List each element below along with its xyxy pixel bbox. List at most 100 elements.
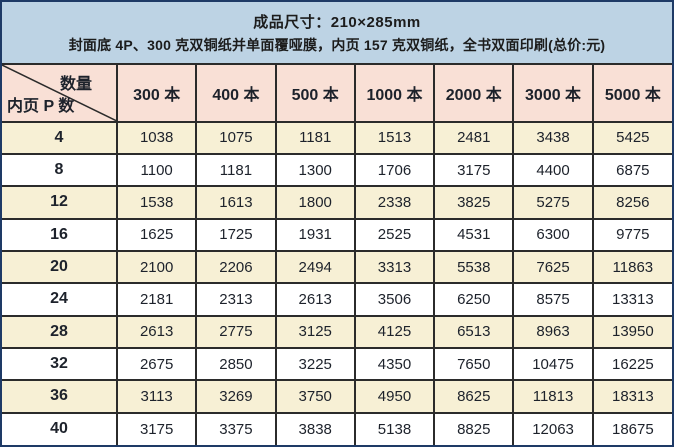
price-cell: 7650	[433, 346, 515, 382]
row-header-pages: 32	[2, 346, 118, 382]
price-table: 数量 内页 P 数 300 本 400 本 500 本 1000 本 2000 …	[2, 65, 672, 445]
price-cell: 6875	[591, 152, 672, 188]
column-header-400: 400 本	[195, 65, 277, 123]
price-cell: 1613	[195, 185, 277, 220]
price-cell: 7625	[512, 249, 594, 285]
price-cell: 2481	[433, 120, 515, 155]
price-cell: 5275	[512, 185, 594, 220]
column-header-2000: 2000 本	[433, 65, 515, 123]
price-cell: 2775	[195, 314, 277, 349]
price-cell: 3225	[274, 346, 356, 382]
price-cell: 2181	[115, 282, 198, 317]
price-cell: 2313	[195, 282, 277, 317]
price-cell: 3750	[274, 379, 356, 414]
price-cell: 1300	[274, 152, 356, 188]
table-row: 28 2613 2775 3125 4125 6513 8963 13950	[2, 314, 672, 349]
product-size-title: 成品尺寸：210×285mm	[253, 13, 421, 31]
row-header-pages: 28	[2, 314, 118, 349]
column-header-300: 300 本	[115, 65, 198, 123]
price-cell: 1038	[115, 120, 198, 155]
price-cell: 13313	[591, 282, 672, 317]
price-cell: 1706	[353, 152, 436, 188]
price-cell: 3313	[353, 249, 436, 285]
price-cell: 4125	[353, 314, 436, 349]
price-cell: 6513	[433, 314, 515, 349]
price-cell: 2206	[195, 249, 277, 285]
price-cell: 6300	[512, 217, 594, 252]
sheet-header: 成品尺寸：210×285mm 封面底 4P、300 克双铜纸并单面覆哑膜，内页 …	[2, 2, 672, 65]
price-cell: 4531	[433, 217, 515, 252]
price-cell: 2525	[353, 217, 436, 252]
price-cell: 3125	[274, 314, 356, 349]
price-cell: 1181	[195, 152, 277, 188]
column-header-1000: 1000 本	[353, 65, 436, 123]
price-cell: 3375	[195, 411, 277, 445]
price-cell: 4350	[353, 346, 436, 382]
table-row: 8 1100 1181 1300 1706 3175 4400 6875	[2, 152, 672, 188]
row-header-pages: 24	[2, 282, 118, 317]
price-cell: 3506	[353, 282, 436, 317]
price-cell: 1513	[353, 120, 436, 155]
price-cell: 5138	[353, 411, 436, 445]
price-cell: 5538	[433, 249, 515, 285]
row-header-pages: 16	[2, 217, 118, 252]
table-row: 4 1038 1075 1181 1513 2481 3438 5425	[2, 120, 672, 155]
corner-label-quantity: 数量	[59, 76, 92, 93]
row-header-pages: 36	[2, 379, 118, 414]
price-cell: 1075	[195, 120, 277, 155]
table-row: 12 1538 1613 1800 2338 3825 5275 8256	[2, 185, 672, 220]
price-cell: 9775	[591, 217, 672, 252]
table-header-row: 数量 内页 P 数 300 本 400 本 500 本 1000 本 2000 …	[2, 65, 672, 123]
table-row: 36 3113 3269 3750 4950 8625 11813 18313	[2, 379, 672, 414]
price-cell: 2850	[195, 346, 277, 382]
price-cell: 2338	[353, 185, 436, 220]
price-cell: 1625	[115, 217, 198, 252]
table-row: 20 2100 2206 2494 3313 5538 7625 11863	[2, 249, 672, 285]
diagonal-line	[2, 65, 116, 121]
row-header-pages: 12	[2, 185, 118, 220]
price-cell: 1800	[274, 185, 356, 220]
price-cell: 3175	[433, 152, 515, 188]
corner-cell: 数量 内页 P 数	[2, 65, 118, 123]
price-cell: 11863	[591, 249, 672, 285]
price-cell: 1725	[195, 217, 277, 252]
price-cell: 2675	[115, 346, 198, 382]
row-header-pages: 8	[2, 152, 118, 188]
price-cell: 8256	[591, 185, 672, 220]
price-cell: 18313	[591, 379, 672, 414]
price-cell: 1100	[115, 152, 198, 188]
price-cell: 10475	[512, 346, 594, 382]
price-cell: 18675	[591, 411, 672, 445]
price-cell: 3113	[115, 379, 198, 414]
price-cell: 12063	[512, 411, 594, 445]
price-cell: 8625	[433, 379, 515, 414]
price-cell: 16225	[591, 346, 672, 382]
price-cell: 11813	[512, 379, 594, 414]
column-header-3000: 3000 本	[512, 65, 594, 123]
price-cell: 3175	[115, 411, 198, 445]
price-cell: 5425	[591, 120, 672, 155]
price-cell: 1931	[274, 217, 356, 252]
table-row: 16 1625 1725 1931 2525 4531 6300 9775	[2, 217, 672, 252]
row-header-pages: 4	[2, 120, 118, 155]
price-cell: 6250	[433, 282, 515, 317]
price-cell: 1538	[115, 185, 198, 220]
price-cell: 8575	[512, 282, 594, 317]
price-cell: 3438	[512, 120, 594, 155]
price-cell: 13950	[591, 314, 672, 349]
spec-description: 封面底 4P、300 克双铜纸并单面覆哑膜，内页 157 克双铜纸，全书双面印刷…	[68, 36, 606, 53]
price-cell: 4950	[353, 379, 436, 414]
table-row: 24 2181 2313 2613 3506 6250 8575 13313	[2, 282, 672, 317]
table-row: 32 2675 2850 3225 4350 7650 10475 16225	[2, 346, 672, 382]
price-cell: 3825	[433, 185, 515, 220]
row-header-pages: 40	[2, 411, 118, 445]
price-cell: 8963	[512, 314, 594, 349]
corner-label-pages: 内页 P 数	[7, 97, 75, 115]
price-cell: 4400	[512, 152, 594, 188]
column-header-500: 500 本	[274, 65, 356, 123]
row-header-pages: 20	[2, 249, 118, 285]
price-cell: 2494	[274, 249, 356, 285]
price-cell: 1181	[274, 120, 356, 155]
price-cell: 2613	[115, 314, 198, 349]
